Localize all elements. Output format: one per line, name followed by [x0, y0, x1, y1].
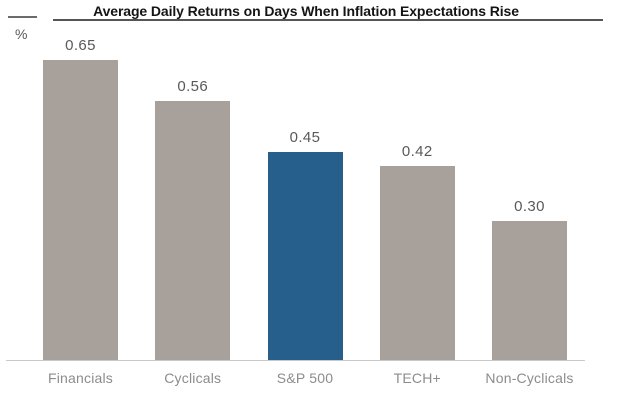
bar-s-p-500 [267, 152, 343, 360]
category-label: Financials [47, 370, 114, 386]
category-label: TECH+ [393, 370, 441, 386]
bar-value-label: 0.56 [177, 78, 209, 95]
bar-value-label: 0.30 [514, 198, 545, 215]
bar-non-cyclicals [492, 221, 567, 360]
category-label: Cyclicals [164, 370, 222, 386]
bar-column-non-cyclicals: 0.30 Non-Cyclicals [485, 0, 573, 400]
y-axis-top-tick [8, 16, 37, 18]
bar-column-s-p-500: 0.45 S&P 500 [267, 0, 343, 400]
bar-financials [43, 60, 118, 360]
bar-value-label: 0.45 [289, 129, 321, 146]
y-axis-unit-label: % [15, 26, 28, 42]
bar-value-label: 0.42 [401, 143, 433, 160]
bar-chart-area: 0.65 Financials 0.56 Cyclicals 0.45 S&P 500 0.… [43, 0, 573, 400]
bar-cyclicals [155, 101, 231, 360]
bar-column-cyclicals: 0.56 Cyclicals [155, 0, 231, 400]
bar-column-financials: 0.65 Financials [43, 0, 118, 400]
x-axis-line [6, 360, 585, 361]
category-label: S&P 500 [276, 370, 334, 386]
category-label: Non-Cyclicals [485, 370, 574, 386]
title-underline [53, 19, 603, 21]
chart-title: Average Daily Returns on Days When Infla… [93, 3, 519, 19]
bar-column-tech-plus: 0.42 TECH+ [379, 0, 455, 400]
bar-tech-plus [379, 166, 455, 360]
bar-value-label: 0.65 [65, 37, 96, 54]
